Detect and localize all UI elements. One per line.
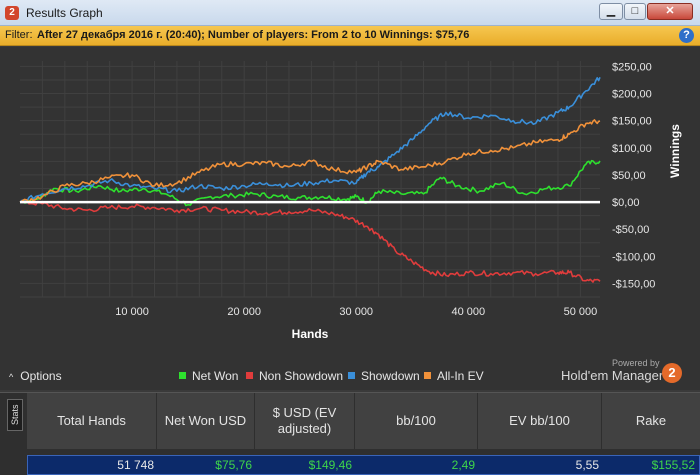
legend-item-non-showdown[interactable]: Non Showdown	[246, 369, 343, 383]
x-tick-label: 20 000	[227, 306, 261, 318]
series-line-non-showdown	[19, 199, 601, 283]
legend-item-showdown[interactable]: Showdown	[348, 369, 420, 383]
column-header-rake[interactable]: Rake	[635, 413, 667, 428]
options-label: Options	[20, 369, 62, 383]
cell-net-won: $75,76	[215, 458, 252, 472]
close-button[interactable]: ✕	[647, 3, 693, 20]
filter-label: Filter:	[5, 29, 33, 41]
filter-text: After 27 декабря 2016 г. (20:40); Number…	[37, 29, 470, 41]
table-row[interactable]: 51 748 $75,76 $149,46 2,49 5,55 $155,52	[27, 455, 700, 475]
legend-item-net-won[interactable]: Net Won	[179, 369, 238, 383]
series-line-showdown	[19, 76, 601, 203]
minimize-button[interactable]: ▁	[599, 3, 623, 20]
x-tick-label: 10 000	[115, 306, 149, 318]
options-button[interactable]: ^ Options	[3, 365, 69, 387]
filter-bar: Filter: After 27 декабря 2016 г. (20:40)…	[0, 26, 700, 46]
y-tick-label: -$100,00	[612, 251, 655, 263]
column-header-bb100[interactable]: bb/100	[355, 393, 478, 449]
x-tick-label: 30 000	[339, 306, 373, 318]
x-tick-label: 50 000	[564, 306, 598, 318]
app-logo-icon: 2	[5, 6, 19, 20]
hm-logo-icon: 2	[662, 363, 682, 383]
legend-item-all-in-ev[interactable]: All-In EV	[424, 369, 484, 383]
y-tick-label: $0,00	[612, 197, 640, 209]
cell-rake: $155,52	[651, 458, 695, 472]
x-axis-label: Hands	[292, 327, 329, 341]
cell-ev-bb100: 5,55	[575, 458, 599, 472]
legend-label: Showdown	[361, 369, 420, 383]
legend-swatch	[246, 372, 253, 379]
series-line-net-won	[19, 159, 601, 207]
title-bar: 2 Results Graph ▁ □ ✕	[0, 0, 700, 26]
column-header-total-hands[interactable]: Total Hands	[27, 393, 157, 449]
window-title: Results Graph	[26, 6, 103, 20]
legend-label: Non Showdown	[259, 369, 344, 383]
cell-bb100: 2,49	[451, 458, 475, 472]
legend-swatch	[424, 372, 431, 379]
cell-ev-adjusted: $149,46	[308, 458, 352, 472]
maximize-button[interactable]: □	[624, 3, 646, 20]
column-header-ev-adjusted[interactable]: $ USD (EV adjusted)	[255, 393, 355, 449]
y-tick-label: $150,00	[612, 116, 652, 128]
powered-by-text: Powered by	[612, 358, 660, 368]
column-header-net-won[interactable]: Net Won USD	[157, 393, 255, 449]
stats-panel: Stats Total Hands Net Won USD $ USD (EV …	[0, 392, 700, 475]
stats-tab[interactable]: Stats	[7, 399, 23, 431]
x-tick-label: 40 000	[451, 306, 485, 318]
results-graph: -$150,00 -$100,00 -$50,00 $0,00 $50,00 $100,0…	[0, 47, 700, 390]
y-tick-label: $250,00	[612, 61, 652, 73]
y-tick-label: $100,00	[612, 143, 652, 155]
y-tick-label: -$150,00	[612, 278, 655, 290]
cell-total-hands: 51 748	[117, 458, 154, 472]
stats-header: Total Hands Net Won USD $ USD (EV adjust…	[27, 393, 700, 449]
plot-area	[20, 61, 600, 297]
y-tick-label: $50,00	[612, 170, 646, 182]
y-tick-label: $200,00	[612, 89, 652, 101]
legend-label: All-In EV	[437, 369, 484, 383]
series-line-all-in-ev	[19, 119, 601, 203]
legend-swatch	[348, 372, 355, 379]
column-header-ev-bb100[interactable]: EV bb/100	[478, 393, 602, 449]
chevron-up-icon: ^	[9, 372, 14, 382]
brand-name: Hold'em Manager	[561, 368, 664, 383]
y-axis-label: Winnings	[668, 124, 682, 178]
legend-swatch	[179, 372, 186, 379]
help-icon[interactable]: ?	[679, 28, 694, 43]
results-chart: -$150,00 -$100,00 -$50,00 $0,00 $50,00 $100,0…	[19, 61, 682, 341]
legend-label: Net Won	[192, 369, 239, 383]
y-tick-label: -$50,00	[612, 224, 649, 236]
